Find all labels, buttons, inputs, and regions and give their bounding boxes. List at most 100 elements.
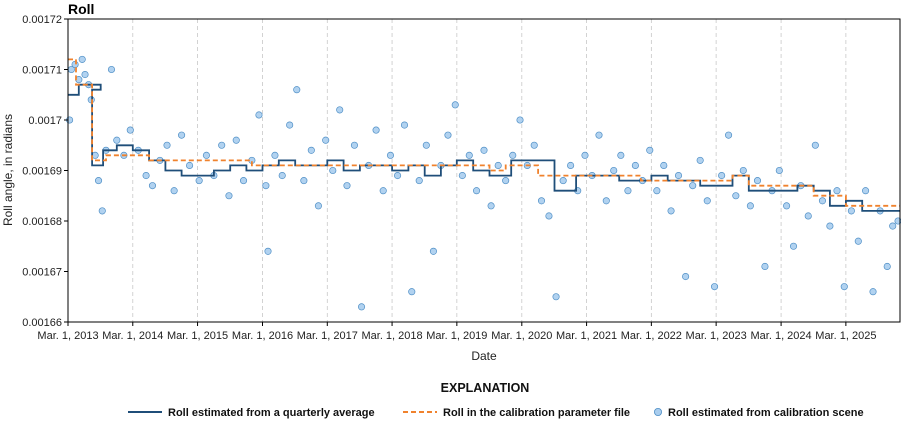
legend-label-calibration-scene: Roll estimated from calibration scene <box>668 407 864 419</box>
y-tick-label: 0.00169 <box>22 166 62 178</box>
scatter-point <box>818 197 826 205</box>
scatter-point <box>826 222 834 230</box>
scatter-point <box>278 172 286 180</box>
legend: Roll estimated from a quarterly average … <box>128 407 864 419</box>
x-tick-label: Mar. 1, 2024 <box>751 330 812 342</box>
scatter-point <box>170 187 178 195</box>
scatter-point <box>232 136 240 144</box>
scatter-point <box>336 106 344 114</box>
scatter-point <box>653 187 661 195</box>
scatter-point <box>718 172 726 180</box>
x-tick-label: Mar. 1, 2020 <box>491 330 552 342</box>
scatter-point <box>840 283 848 291</box>
scatter-point <box>660 161 668 170</box>
scatter-point <box>710 283 719 291</box>
scatter-point <box>509 151 517 159</box>
calibration-scene-points <box>66 55 901 311</box>
scatter-point <box>307 146 315 154</box>
scatter-point <box>862 187 870 195</box>
scatter-point <box>451 101 459 109</box>
x-tick-label: Mar. 1, 2019 <box>426 330 487 342</box>
scatter-point <box>847 207 855 215</box>
scatter-point <box>595 131 603 139</box>
y-tick-label: 0.0017 <box>28 115 62 127</box>
scatter-point <box>148 182 157 190</box>
y-tick-label: 0.00172 <box>22 14 62 26</box>
scatter-point <box>255 111 263 119</box>
y-tick-label: 0.00168 <box>22 216 62 228</box>
x-tick-label: Mar. 1, 2018 <box>361 330 422 342</box>
x-tick-label: Mar. 1, 2016 <box>232 330 293 342</box>
legend-title: EXPLANATION <box>441 381 530 395</box>
scatter-point <box>386 151 395 159</box>
scatter-point <box>545 212 553 220</box>
scatter-point <box>646 146 654 154</box>
calibration-file-line <box>68 58 900 207</box>
scatter-point <box>94 177 103 185</box>
scatter-point <box>429 247 437 255</box>
scatter-point <box>703 197 711 205</box>
series-lines <box>68 58 900 212</box>
y-tick-label: 0.00167 <box>22 267 62 279</box>
scatter-point <box>739 166 747 175</box>
scatter-point <box>804 212 812 220</box>
scatter-point <box>610 166 618 175</box>
y-tick-label: 0.00171 <box>22 65 62 77</box>
vertical-gridlines <box>132 19 847 322</box>
scatter-point <box>480 146 488 154</box>
legend-swatch-calibration-scene <box>654 407 663 416</box>
scatter-point <box>186 161 194 170</box>
scatter-point <box>262 182 270 190</box>
scatter-point <box>300 177 308 185</box>
scatter-point <box>725 131 733 139</box>
x-tick-label: Mar. 1, 2023 <box>686 330 747 342</box>
scatter-point <box>783 202 791 210</box>
scatter-point <box>789 242 798 250</box>
scatter-point <box>494 161 502 170</box>
scatter-point <box>689 182 697 190</box>
scatter-point <box>239 177 248 185</box>
scatter-point <box>71 60 79 68</box>
x-tick-label: Mar. 1, 2015 <box>167 330 228 342</box>
scatter-point <box>674 172 683 180</box>
scatter-point <box>142 172 150 180</box>
y-tick-label: 0.00166 <box>22 317 62 329</box>
scatter-point <box>472 187 481 195</box>
scatter-point <box>631 161 639 170</box>
scatter-point <box>775 166 783 175</box>
scatter-point <box>293 86 301 94</box>
scatter-point <box>761 262 769 271</box>
scatter-point <box>126 126 134 134</box>
scatter-point <box>552 293 560 301</box>
scatter-point <box>202 151 210 159</box>
scatter-point <box>78 55 86 63</box>
scatter-point <box>559 177 567 185</box>
scatter-point <box>286 121 294 129</box>
scatter-point <box>696 156 704 164</box>
scatter-point <box>394 172 402 180</box>
legend-label-calibration-file: Roll in the calibration parameter file <box>443 407 630 419</box>
scatter-point <box>833 187 841 195</box>
scatter-point <box>343 182 351 190</box>
scatter-point <box>624 187 632 195</box>
scatter-point <box>811 141 819 149</box>
scatter-point <box>400 121 409 129</box>
x-tick-label: Mar. 1, 2021 <box>556 330 617 342</box>
scatter-point <box>581 151 589 159</box>
scatter-point <box>516 116 524 124</box>
scatter-point <box>869 288 877 296</box>
scatter-point <box>98 207 106 215</box>
scatter-point <box>357 303 366 311</box>
quarterly-average-line <box>68 83 900 212</box>
scatter-point <box>458 172 466 180</box>
scatter-point <box>379 187 387 195</box>
scatter-point <box>350 141 358 149</box>
scatter-point <box>81 71 89 79</box>
scatter-point <box>502 177 510 185</box>
x-tick-label: Mar. 1, 2017 <box>297 330 358 342</box>
scatter-point <box>746 202 754 210</box>
scatter-point <box>854 237 862 245</box>
legend-label-quarterly: Roll estimated from a quarterly average <box>168 407 375 419</box>
scatter-point <box>322 136 330 144</box>
